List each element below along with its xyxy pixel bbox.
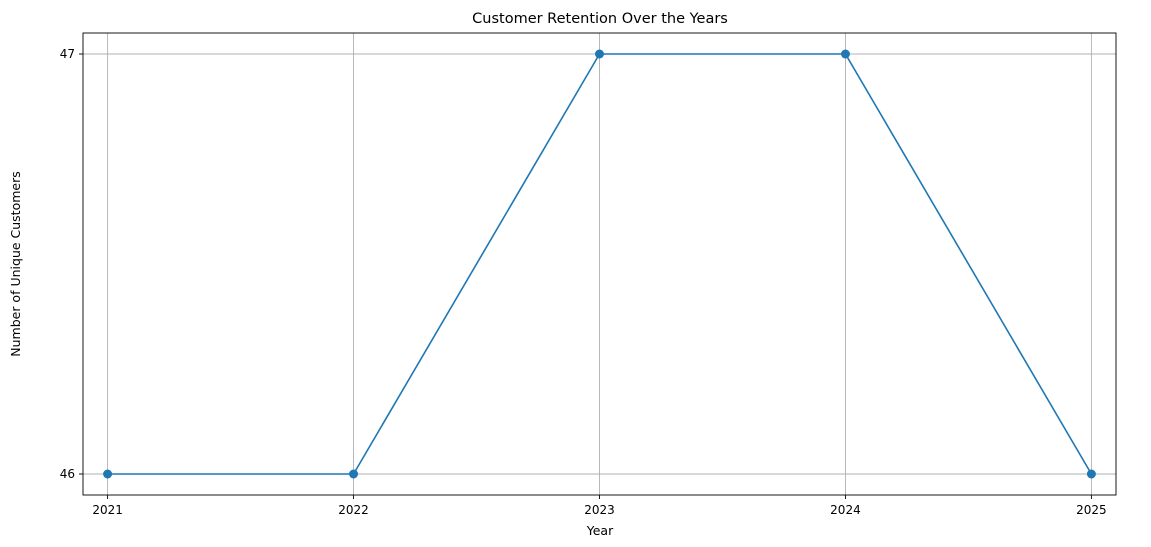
x-tick-label: 2025 xyxy=(1076,503,1107,517)
grid xyxy=(83,33,1116,495)
y-tick-label: 47 xyxy=(60,47,75,61)
x-axis-label: Year xyxy=(586,523,614,538)
chart-title: Customer Retention Over the Years xyxy=(472,11,728,27)
data-point xyxy=(840,49,850,59)
data-point xyxy=(349,469,359,479)
y-axis-label: Number of Unique Customers xyxy=(8,171,23,357)
x-tick-label: 2023 xyxy=(584,503,615,517)
x-tick-label: 2021 xyxy=(92,503,123,517)
data-point xyxy=(595,49,604,59)
data-point xyxy=(1086,469,1096,479)
y-tick-label: 46 xyxy=(60,467,75,481)
data-point xyxy=(103,469,113,479)
x-tick-label: 2024 xyxy=(830,503,861,517)
axis-ticks: 2021 2022 2023 2024 2025 46 47 xyxy=(60,47,1107,517)
x-tick-label: 2022 xyxy=(338,503,369,517)
series xyxy=(103,49,1096,479)
